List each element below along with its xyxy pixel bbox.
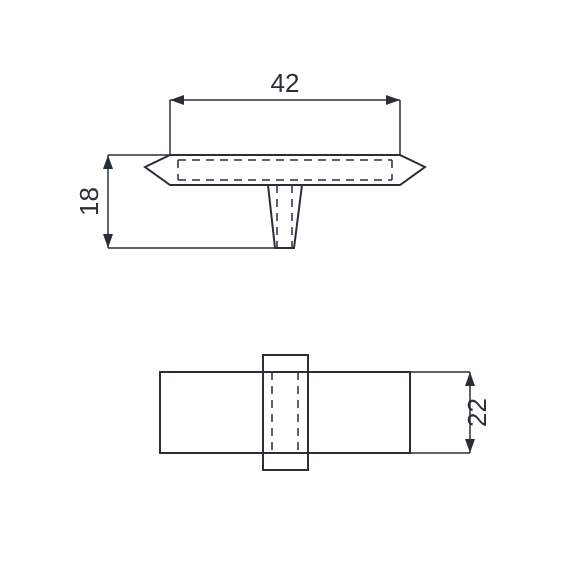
- dim-22-label: 22: [462, 398, 492, 427]
- technical-drawing: 42 18 22: [0, 0, 570, 570]
- dim-18-label: 18: [74, 187, 104, 216]
- dim-42-label: 42: [271, 68, 300, 98]
